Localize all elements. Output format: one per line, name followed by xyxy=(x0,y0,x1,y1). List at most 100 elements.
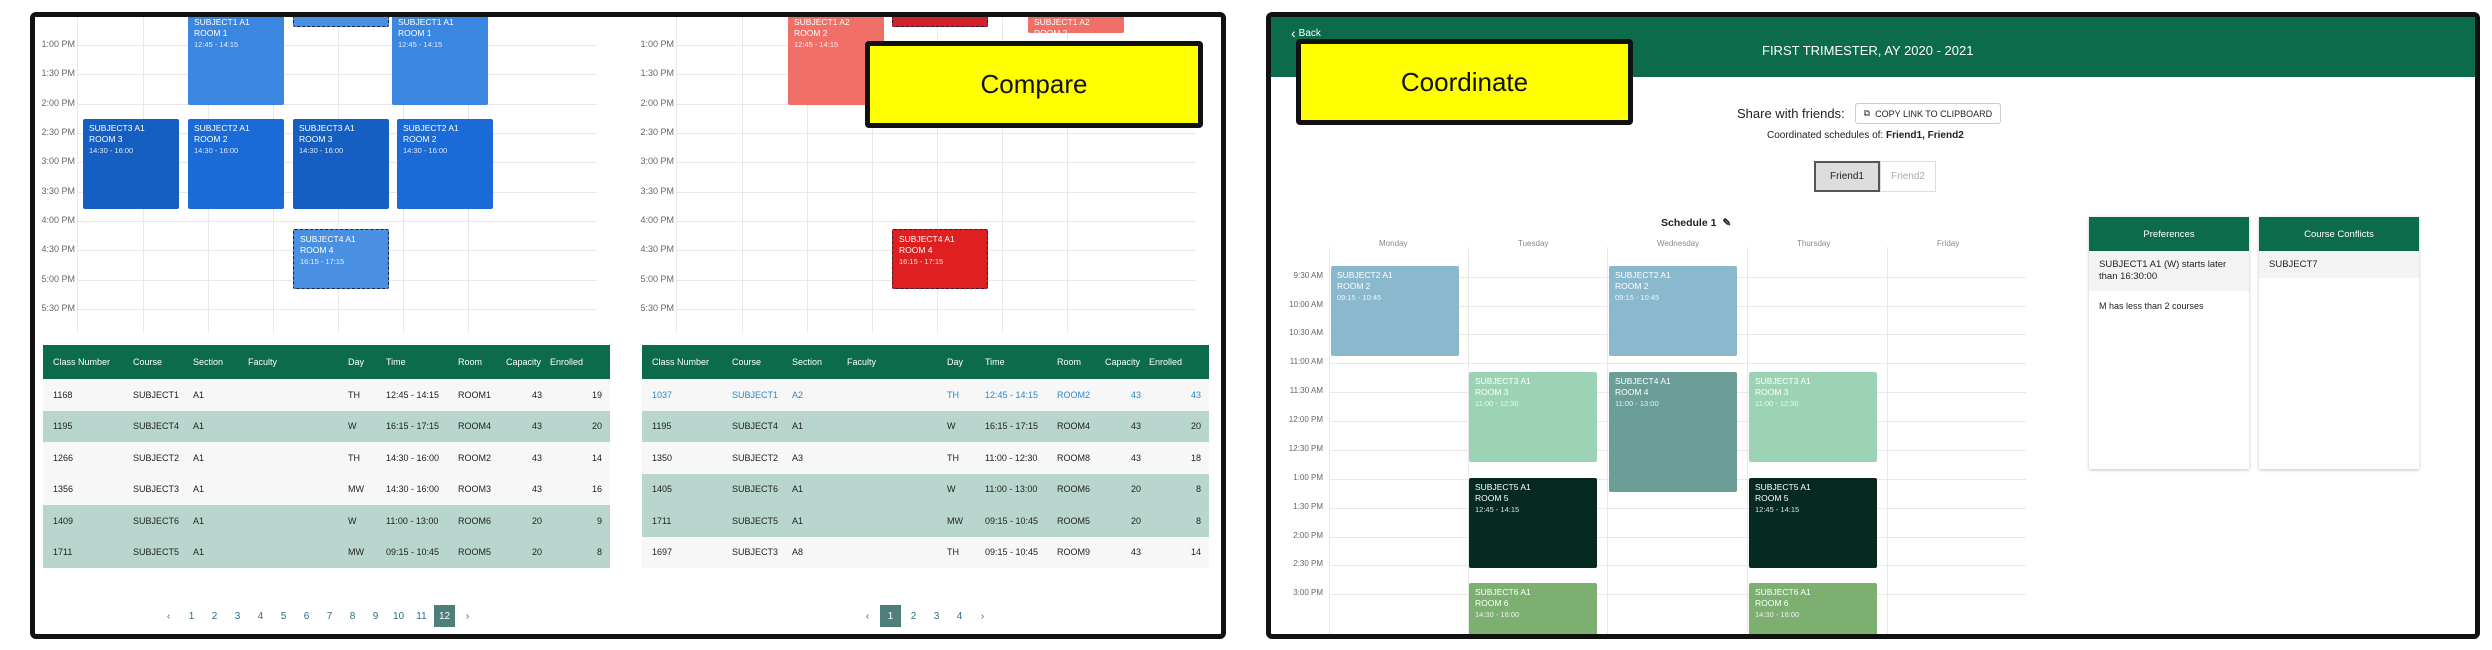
event-name: SUBJECT1 A2 xyxy=(1034,17,1090,27)
table-cell: 43 xyxy=(1130,421,1141,432)
schedule-event[interactable]: SUBJECT4 A1 ROOM 4 16:15 - 17:15 xyxy=(892,229,988,289)
page-button[interactable]: 2 xyxy=(211,610,218,622)
page-button[interactable]: 9 xyxy=(372,610,379,622)
schedule-event[interactable]: SUBJECT1 A1 ROOM 1 12:45 - 14:15 xyxy=(188,17,284,105)
grid-vline xyxy=(1067,17,1068,333)
page-button[interactable]: ‹ xyxy=(166,610,171,622)
time-label: 2:00 PM xyxy=(41,98,75,108)
table-row[interactable]: 1711 SUBJECT5 A1 MW 09:15 - 10:45 ROOM5 20 8 xyxy=(642,505,1209,537)
grid-vline xyxy=(937,17,938,333)
table-row[interactable]: 1195 SUBJECT4 A1 W 16:15 - 17:15 ROOM4 43 20 xyxy=(642,410,1209,442)
table-cell: TH xyxy=(348,389,360,400)
class-table-b: Class Number Course Section Faculty Day Time R… xyxy=(642,345,1209,568)
table-cell: 12:45 - 14:15 xyxy=(985,389,1039,400)
table-cell: ROOM6 xyxy=(1057,484,1091,495)
back-link[interactable]: ‹ Back xyxy=(1291,25,1321,41)
page-button[interactable]: 4 xyxy=(257,610,264,622)
page-button[interactable]: 12 xyxy=(434,605,455,627)
column-header: Enrolled xyxy=(550,357,584,367)
tab-friend2[interactable]: Friend2 xyxy=(1880,161,1936,192)
column-header: Faculty xyxy=(248,357,278,367)
page-button[interactable]: 8 xyxy=(349,610,356,622)
page-button[interactable]: 3 xyxy=(933,610,940,622)
time-label: 1:00 PM xyxy=(640,39,674,49)
table-row[interactable]: 1195 SUBJECT4 A1 W 16:15 - 17:15 ROOM4 43 20 xyxy=(43,410,610,442)
table-cell: 11:00 - 13:00 xyxy=(985,484,1038,495)
share-label: Share with friends: xyxy=(1737,106,1845,121)
schedule-event[interactable]: SUBJECT6 A1 ROOM 6 14:30 - 16:00 xyxy=(1469,583,1597,634)
table-row[interactable]: 1350 SUBJECT2 A3 TH 11:00 - 12:30 ROOM8 43 18 xyxy=(642,442,1209,474)
event-room: ROOM 1 xyxy=(194,28,228,38)
table-cell: SUBJECT4 xyxy=(133,421,180,432)
schedule-event[interactable]: SUBJECT3 A1 ROOM 3 11:00 - 12:30 xyxy=(1469,372,1597,462)
page-button[interactable]: 5 xyxy=(280,610,287,622)
grid-hline xyxy=(1329,565,2026,566)
grid-hline xyxy=(77,104,597,105)
event-room: ROOM 2 xyxy=(403,134,437,144)
page-button[interactable]: ‹ xyxy=(865,610,870,622)
schedule-event[interactable]: SUBJECT4 A1 ROOM 4 16:15 - 17:15 xyxy=(293,229,389,289)
event-name: SUBJECT1 A2 xyxy=(794,17,850,27)
schedule-b: 1:00 PM 1:30 PM 2:00 PM 2:30 PM 3:00 PM 3:30 … xyxy=(634,17,1214,333)
clipboard-icon: ⧉ xyxy=(1863,108,1871,118)
copy-link-button[interactable]: ⧉ COPY LINK TO CLIPBOARD xyxy=(1854,103,2002,124)
table-cell: A1 xyxy=(193,547,205,558)
table-row[interactable]: 1409 SUBJECT6 A1 W 11:00 - 13:00 ROOM6 20 9 xyxy=(43,505,610,537)
table-row[interactable]: 1168 SUBJECT1 A1 TH 12:45 - 14:15 ROOM1 43 19 xyxy=(43,379,610,411)
time-label: 12:00 PM xyxy=(1288,415,1323,424)
table-row[interactable]: 1356 SUBJECT3 A1 MW 14:30 - 16:00 ROOM3 43 16 xyxy=(43,473,610,505)
page-button[interactable]: 3 xyxy=(234,610,241,622)
time-label: 4:30 PM xyxy=(640,244,674,254)
table-cell: 43 xyxy=(1130,547,1141,558)
time-label: 10:30 AM xyxy=(1289,328,1323,337)
schedule-event[interactable]: SUBJECT2 A1 ROOM 2 14:30 - 16:00 xyxy=(397,119,493,209)
table-cell: A8 xyxy=(792,547,804,558)
page-button[interactable]: › xyxy=(980,610,985,622)
event-name: SUBJECT3 A1 xyxy=(1755,376,1811,386)
time-label: 4:00 PM xyxy=(41,215,75,225)
schedule-event[interactable]: SUBJECT3 A1 ROOM 3 14:30 - 16:00 xyxy=(293,119,389,209)
schedule-event[interactable] xyxy=(293,17,389,27)
schedule-event[interactable]: SUBJECT1 A1 ROOM 1 12:45 - 14:15 xyxy=(392,17,488,105)
column-header: Capacity xyxy=(1105,357,1141,367)
page-button[interactable]: 6 xyxy=(303,610,310,622)
page-button[interactable]: 2 xyxy=(910,610,917,622)
grid-vline xyxy=(1607,247,1608,634)
time-label: 2:30 PM xyxy=(1293,559,1323,568)
table-row[interactable]: 1037 SUBJECT1 A2 TH 12:45 - 14:15 ROOM2 43 43 xyxy=(642,379,1209,411)
page-button[interactable]: 1 xyxy=(188,610,195,622)
table-cell: 9 xyxy=(596,515,602,526)
schedule-event[interactable]: SUBJECT4 A1 ROOM 4 11:00 - 13:00 xyxy=(1609,372,1737,492)
class-table-a: Class Number Course Section Faculty Day Time R… xyxy=(43,345,610,568)
schedule-event[interactable]: SUBJECT2 A1 ROOM 2 09:15 - 10:45 xyxy=(1609,266,1737,356)
event-room: ROOM 3 xyxy=(89,134,123,144)
page-button[interactable]: 4 xyxy=(956,610,963,622)
schedule-event[interactable] xyxy=(892,17,988,27)
schedule-event[interactable]: SUBJECT5 A1 ROOM 5 12:45 - 14:15 xyxy=(1469,478,1597,568)
table-row[interactable]: 1711 SUBJECT5 A1 MW 09:15 - 10:45 ROOM5 20 8 xyxy=(43,536,610,568)
schedule-event[interactable]: SUBJECT3 A1 ROOM 3 11:00 - 12:30 xyxy=(1749,372,1877,462)
table-row[interactable]: 1266 SUBJECT2 A1 TH 14:30 - 16:00 ROOM2 43 14 xyxy=(43,442,610,474)
table-row[interactable]: 1697 SUBJECT3 A8 TH 09:15 - 10:45 ROOM9 43 14 xyxy=(642,536,1209,568)
column-header: Room xyxy=(458,357,483,367)
schedule-event[interactable]: SUBJECT3 A1 ROOM 3 14:30 - 16:00 xyxy=(83,119,179,209)
table-row[interactable]: 1405 SUBJECT6 A1 W 11:00 - 13:00 ROOM6 20 8 xyxy=(642,473,1209,505)
tab-friend1[interactable]: Friend1 xyxy=(1814,161,1880,192)
page-button[interactable]: 10 xyxy=(392,610,405,622)
grid-vline xyxy=(1468,247,1469,634)
table-cell: 43 xyxy=(531,452,542,463)
schedule-event[interactable]: SUBJECT2 A1 ROOM 2 09:15 - 10:45 xyxy=(1331,266,1459,356)
page-button[interactable]: › xyxy=(465,610,470,622)
page-button[interactable]: 1 xyxy=(880,605,901,627)
table-cell: MW xyxy=(947,515,963,526)
pencil-icon[interactable]: ✎ xyxy=(1722,217,1732,229)
schedule-event[interactable]: SUBJECT6 A1 ROOM 6 14:30 - 16:00 xyxy=(1749,583,1877,634)
schedule-event[interactable]: SUBJECT1 A2 ROOM 2 xyxy=(1028,17,1124,38)
schedule-event[interactable]: SUBJECT2 A1 ROOM 2 14:30 - 16:00 xyxy=(188,119,284,209)
page-button[interactable]: 11 xyxy=(416,610,427,622)
table-cell: W xyxy=(348,515,357,526)
schedule-event[interactable]: SUBJECT5 A1 ROOM 5 12:45 - 14:15 xyxy=(1749,478,1877,568)
event-room: ROOM 6 xyxy=(1475,598,1509,608)
page-button[interactable]: 7 xyxy=(326,610,333,622)
table-cell: MW xyxy=(348,547,364,558)
